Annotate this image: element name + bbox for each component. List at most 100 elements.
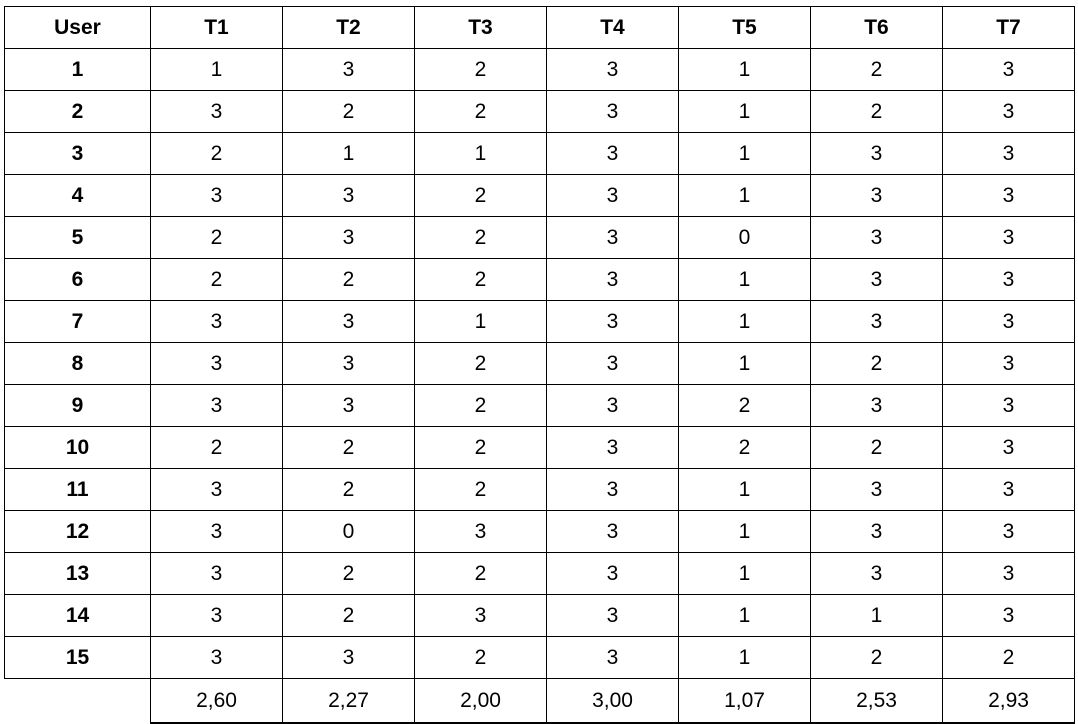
score-cell: 3 (282, 216, 415, 259)
user-id-cell: 3 (4, 132, 151, 175)
user-id-cell: 1 (4, 48, 151, 91)
score-cell: 3 (942, 132, 1075, 175)
score-cell: 2 (150, 258, 283, 301)
score-cell: 3 (942, 384, 1075, 427)
column-header-t6: T6 (810, 6, 943, 49)
score-cell: 1 (678, 468, 811, 511)
score-cell: 1 (414, 132, 547, 175)
score-cell: 3 (150, 342, 283, 385)
score-cell: 3 (546, 258, 679, 301)
score-cell: 3 (546, 90, 679, 133)
user-id-cell: 15 (4, 636, 151, 679)
average-cell: 2,00 (414, 678, 547, 724)
score-cell: 3 (810, 258, 943, 301)
score-cell: 3 (810, 552, 943, 595)
score-cell: 2 (414, 552, 547, 595)
score-cell: 3 (282, 48, 415, 91)
score-cell: 2 (414, 468, 547, 511)
score-cell: 3 (546, 132, 679, 175)
score-cell: 3 (150, 636, 283, 679)
score-cell: 3 (546, 636, 679, 679)
score-cell: 3 (810, 300, 943, 343)
score-cell: 2 (150, 426, 283, 469)
score-cell: 3 (150, 468, 283, 511)
user-id-cell: 12 (4, 510, 151, 553)
score-cell: 2 (810, 90, 943, 133)
table-row: 14 3 2 3 3 1 1 3 (4, 594, 1075, 637)
user-id-cell: 6 (4, 258, 151, 301)
score-cell: 1 (678, 510, 811, 553)
column-header-user: User (4, 6, 151, 49)
user-id-cell: 11 (4, 468, 151, 511)
score-cell: 2 (282, 594, 415, 637)
table-row: 13 3 2 2 3 1 3 3 (4, 552, 1075, 595)
user-id-cell: 14 (4, 594, 151, 637)
score-cell: 2 (282, 90, 415, 133)
score-cell: 1 (150, 48, 283, 91)
score-cell: 2 (810, 426, 943, 469)
score-cell: 3 (150, 300, 283, 343)
table-row: 12 3 0 3 3 1 3 3 (4, 510, 1075, 553)
user-id-cell: 4 (4, 174, 151, 217)
average-cell: 2,53 (810, 678, 943, 724)
score-cell: 3 (942, 468, 1075, 511)
user-id-cell: 9 (4, 384, 151, 427)
score-cell: 3 (942, 426, 1075, 469)
score-cell: 1 (414, 300, 547, 343)
column-header-t5: T5 (678, 6, 811, 49)
score-cell: 1 (678, 132, 811, 175)
score-cell: 3 (546, 174, 679, 217)
score-cell: 3 (810, 132, 943, 175)
score-cell: 3 (150, 384, 283, 427)
score-cell: 2 (678, 426, 811, 469)
score-cell: 2 (678, 384, 811, 427)
score-cell: 3 (282, 384, 415, 427)
column-header-t1: T1 (150, 6, 283, 49)
score-cell: 3 (546, 468, 679, 511)
score-cell: 1 (678, 90, 811, 133)
score-cell: 2 (282, 258, 415, 301)
user-id-cell: 8 (4, 342, 151, 385)
score-cell: 2 (810, 636, 943, 679)
score-cell: 3 (546, 300, 679, 343)
score-cell: 2 (414, 384, 547, 427)
score-cell: 3 (942, 258, 1075, 301)
score-cell: 3 (150, 90, 283, 133)
score-cell: 1 (678, 594, 811, 637)
score-cell: 3 (282, 174, 415, 217)
score-cell: 1 (678, 636, 811, 679)
score-cell: 3 (150, 552, 283, 595)
score-cell: 3 (942, 48, 1075, 91)
score-cell: 3 (414, 510, 547, 553)
average-cell: 2,60 (150, 678, 283, 724)
score-cell: 2 (414, 174, 547, 217)
score-cell: 3 (282, 342, 415, 385)
score-cell: 2 (414, 258, 547, 301)
score-cell: 2 (414, 216, 547, 259)
average-row: 2,60 2,27 2,00 3,00 1,07 2,53 2,93 (4, 678, 1075, 724)
score-cell: 3 (942, 90, 1075, 133)
score-cell: 2 (810, 48, 943, 91)
score-cell: 3 (282, 300, 415, 343)
score-cell: 3 (546, 594, 679, 637)
score-cell: 1 (678, 342, 811, 385)
score-cell: 1 (678, 174, 811, 217)
score-cell: 3 (942, 174, 1075, 217)
user-id-cell: 13 (4, 552, 151, 595)
score-cell: 3 (942, 594, 1075, 637)
average-cell: 2,27 (282, 678, 415, 724)
score-cell: 3 (810, 510, 943, 553)
score-cell: 3 (546, 216, 679, 259)
score-cell: 3 (150, 594, 283, 637)
score-cell: 0 (282, 510, 415, 553)
score-cell: 1 (678, 48, 811, 91)
score-cell: 1 (810, 594, 943, 637)
score-cell: 3 (810, 216, 943, 259)
